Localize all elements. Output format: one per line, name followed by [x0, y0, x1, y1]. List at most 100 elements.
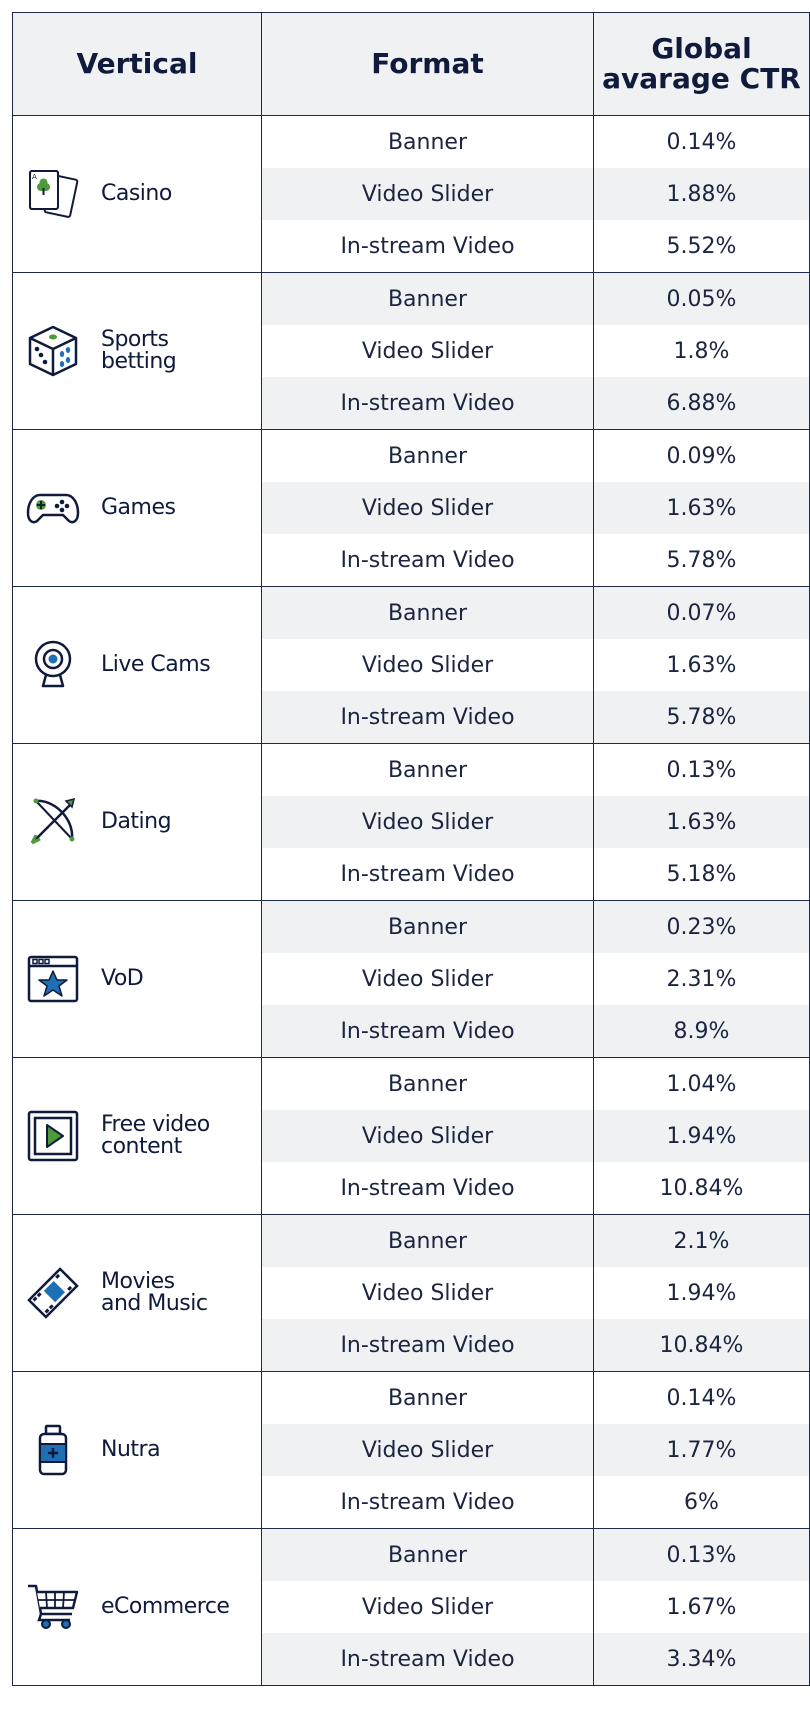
table-body: A Casino Banner 0.14% Video Slider 1.88% In-s… [12, 115, 810, 1686]
format-cell: Video Slider [261, 325, 594, 377]
vertical-cell-dating: Dating [12, 743, 262, 901]
vertical-cell-ecommerce: eCommerce [12, 1528, 262, 1686]
table-row: Video Slider 1.8% [13, 325, 810, 377]
format-cell: Video Slider [261, 1110, 594, 1162]
svg-text:A: A [32, 173, 37, 181]
ctr-cell: 1.8% [593, 325, 810, 377]
vertical-name: Free video content [101, 1112, 210, 1159]
table-row: In-stream Video 3.34% [13, 1633, 810, 1686]
table-row: Nutra Banner 0.14% [12, 1371, 810, 1529]
table-row: Video Slider 1.88% [13, 168, 810, 220]
format-cell: Banner [261, 1057, 594, 1110]
ctr-cell: 2.1% [593, 1214, 810, 1267]
dice-icon [25, 323, 81, 379]
ctr-cell: 1.67% [593, 1581, 810, 1633]
table-row: In-stream Video 10.84% [13, 1162, 810, 1215]
header-ctr-line2: avarage CTR [602, 62, 801, 95]
format-cell: In-stream Video [261, 1005, 594, 1058]
table-row: In-stream Video 5.18% [13, 848, 810, 901]
vertical-name: eCommerce [101, 1594, 230, 1619]
vertical-name: Live Cams [101, 652, 211, 677]
table-row: Video Slider 1.63% [13, 482, 810, 534]
ctr-cell: 6.88% [593, 377, 810, 430]
bow-arrow-icon [25, 794, 81, 850]
vertical-name: Nutra [101, 1437, 161, 1462]
play-button-icon [25, 1108, 81, 1164]
vertical-cell-live-cams: Live Cams [12, 586, 262, 744]
vertical-name: Casino [101, 181, 172, 206]
format-cell: Video Slider [261, 1581, 594, 1633]
vertical-name: Movies and Music [101, 1269, 208, 1316]
ctr-cell: 0.13% [593, 743, 810, 796]
ctr-cell: 0.14% [593, 1371, 810, 1424]
table-row: Video Slider 1.67% [13, 1581, 810, 1633]
header-format: Format [261, 12, 594, 116]
ctr-cell: 0.23% [593, 900, 810, 953]
table-row: Sports betting Banner 0.05% [12, 272, 810, 430]
format-cell: Banner [261, 1528, 594, 1581]
format-cell: In-stream Video [261, 848, 594, 901]
format-cell: In-stream Video [261, 377, 594, 430]
vertical-name: VoD [101, 966, 144, 991]
webcam-icon [25, 637, 81, 693]
header-row: Vertical Format Global avarage CTR [12, 12, 810, 116]
gamepad-icon [25, 480, 81, 536]
vertical-cell-free-video-content: Free video content [12, 1057, 262, 1215]
format-cell: Video Slider [261, 796, 594, 848]
vertical-name: Games [101, 495, 176, 520]
format-cell: In-stream Video [261, 1319, 594, 1372]
ctr-cell: 5.18% [593, 848, 810, 901]
ctr-cell: 10.84% [593, 1162, 810, 1215]
format-cell: In-stream Video [261, 1162, 594, 1215]
ctr-cell: 5.78% [593, 691, 810, 744]
ctr-cell: 8.9% [593, 1005, 810, 1058]
format-cell: Banner [261, 1371, 594, 1424]
table-row: Free video content Banner 1.04% [12, 1057, 810, 1215]
format-cell: In-stream Video [261, 1476, 594, 1529]
format-cell: Video Slider [261, 1267, 594, 1319]
ctr-cell: 5.78% [593, 534, 810, 587]
format-cell: In-stream Video [261, 1633, 594, 1686]
format-cell: Banner [261, 586, 594, 639]
format-cell: Video Slider [261, 482, 594, 534]
table-row: Video Slider 1.94% [13, 1110, 810, 1162]
header-vertical: Vertical [12, 12, 262, 116]
table-row: Video Slider 1.63% [13, 796, 810, 848]
shopping-cart-icon [25, 1579, 81, 1635]
ctr-cell: 2.31% [593, 953, 810, 1005]
format-cell: Video Slider [261, 1424, 594, 1476]
film-strip-icon [25, 1265, 81, 1321]
table-row: In-stream Video 10.84% [13, 1319, 810, 1372]
ctr-cell: 1.63% [593, 482, 810, 534]
ctr-cell: 1.77% [593, 1424, 810, 1476]
vertical-cell-games: Games [12, 429, 262, 587]
table-row: In-stream Video 5.78% [13, 534, 810, 587]
table-row: VoD Banner 0.23% [12, 900, 810, 1058]
casino-cards-icon: A [25, 166, 81, 222]
table-row: Video Slider 2.31% [13, 953, 810, 1005]
vertical-cell-vod: VoD [12, 900, 262, 1058]
format-cell: Banner [261, 900, 594, 953]
header-ctr-line1: Global [651, 32, 752, 65]
ctr-cell: 6% [593, 1476, 810, 1529]
format-cell: Banner [261, 1214, 594, 1267]
ctr-cell: 1.88% [593, 168, 810, 220]
ctr-cell: 3.34% [593, 1633, 810, 1686]
ctr-cell: 0.07% [593, 586, 810, 639]
format-cell: Video Slider [261, 639, 594, 691]
ctr-cell: 1.94% [593, 1110, 810, 1162]
table-row: eCommerce Banner 0.13% [12, 1528, 810, 1686]
header-ctr: Global avarage CTR [593, 12, 810, 116]
ctr-table-container: Vertical Format Global avarage CTR A Cas… [12, 12, 810, 1686]
vertical-cell-casino: A Casino [12, 115, 262, 273]
ctr-table: Vertical Format Global avarage CTR A Cas… [12, 12, 810, 1686]
format-cell: In-stream Video [261, 220, 594, 273]
table-row: In-stream Video 6% [13, 1476, 810, 1529]
vertical-cell-sports-betting: Sports betting [12, 272, 262, 430]
ctr-cell: 1.63% [593, 639, 810, 691]
vertical-cell-movies-and-music: Movies and Music [12, 1214, 262, 1372]
format-cell: Banner [261, 115, 594, 168]
vertical-name: Dating [101, 809, 172, 834]
vertical-name: Sports betting [101, 327, 177, 374]
table-row: Video Slider 1.94% [13, 1267, 810, 1319]
